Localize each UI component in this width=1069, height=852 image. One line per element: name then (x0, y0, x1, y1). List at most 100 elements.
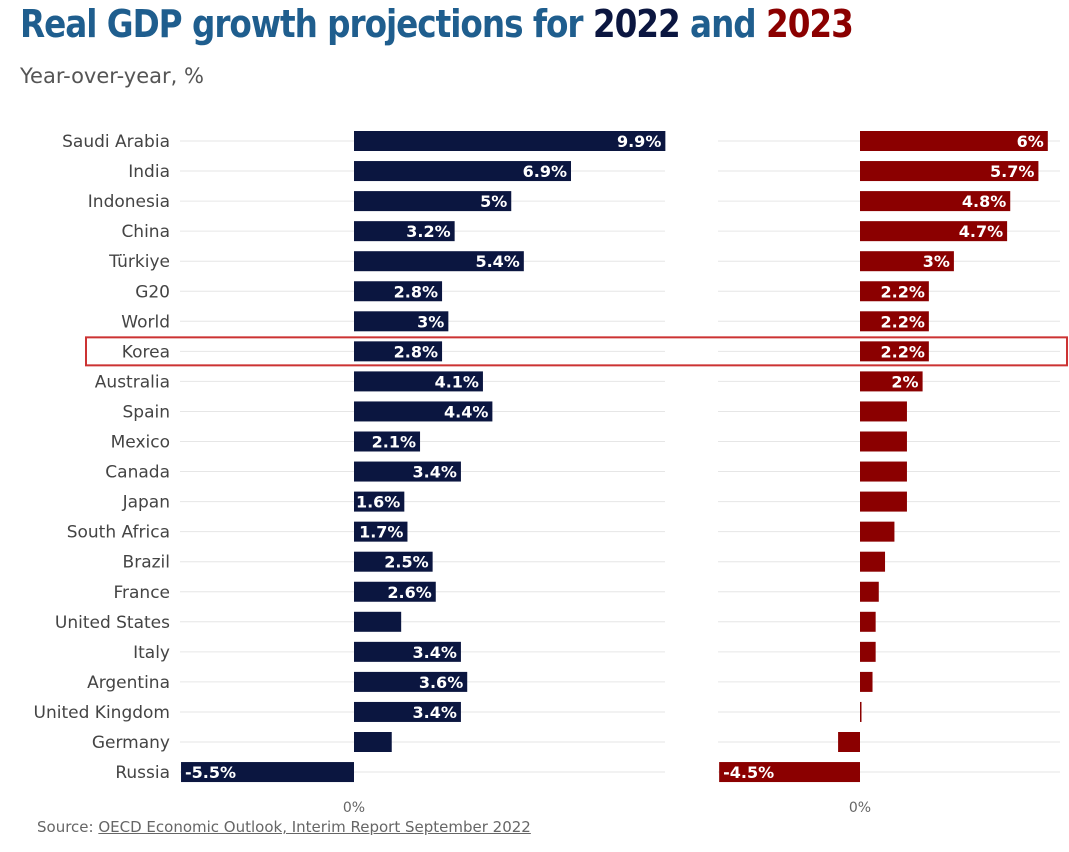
category-label: G20 (135, 282, 170, 302)
title-year-2022: 2022 (592, 2, 681, 46)
zero-tick-label: 0% (343, 800, 365, 816)
bar-2022 (354, 221, 455, 242)
data-label-2022: 3.6% (419, 673, 463, 692)
highlight-box (85, 336, 1068, 367)
bar-2022 (354, 491, 405, 512)
bar-2022 (354, 671, 468, 692)
bar-2022 (354, 131, 666, 151)
category-label: Australia (95, 372, 170, 392)
bar-2023 (860, 311, 929, 332)
category-label: Russia (115, 763, 170, 783)
source-note: Source: OECD Economic Outlook, Interim R… (37, 818, 531, 836)
data-label-2023: 2.2% (880, 312, 924, 331)
category-label: Brazil (123, 553, 170, 573)
source-label: Source: (37, 818, 99, 836)
category-label: United States (55, 613, 170, 633)
bar-2022 (354, 461, 461, 482)
data-label-2023: 5.7% (990, 162, 1034, 181)
bar-2022 (354, 401, 493, 422)
category-label: Indonesia (88, 192, 170, 212)
data-label-2022: 3.4% (413, 463, 457, 482)
chart-title: Real GDP growth projections for 2022 and… (20, 2, 854, 46)
bar-2022 (354, 161, 572, 182)
bar-2023 (860, 611, 876, 632)
data-label-2023: 2% (891, 372, 918, 391)
category-label: Korea (122, 342, 170, 362)
category-label: China (121, 222, 170, 242)
category-label: Japan (122, 493, 170, 513)
bar-2023 (860, 371, 923, 392)
title-prefix: Real GDP growth projections for (20, 2, 593, 46)
category-label: Canada (105, 463, 170, 483)
data-label-2022: 3.4% (413, 703, 457, 722)
data-label-2022: 2.5% (384, 553, 428, 572)
bar-2022 (354, 371, 483, 392)
category-label: World (121, 312, 170, 332)
data-label-2022: 2.1% (372, 433, 416, 452)
bar-2023 (838, 732, 860, 752)
bar-2023 (860, 491, 907, 512)
data-label-2023: 6% (1017, 132, 1044, 151)
bar-2022 (354, 281, 443, 302)
data-label-2022: 2.8% (394, 342, 438, 361)
data-label-2022: 5% (480, 192, 507, 211)
bar-2022 (181, 762, 354, 783)
bar-2022 (354, 311, 449, 332)
bar-2023 (860, 521, 895, 542)
data-label-2023: 4.8% (962, 192, 1006, 211)
chart-subtitle: Year-over-year, % (20, 64, 204, 88)
bar-2023 (719, 762, 860, 783)
bar-2023 (860, 641, 876, 662)
bar-2023 (860, 461, 907, 482)
category-label: Spain (123, 402, 171, 422)
bar-2022 (354, 641, 461, 662)
bar-2022 (354, 701, 461, 722)
bar-2023 (860, 131, 1048, 151)
data-label-2022: 4.1% (435, 372, 479, 391)
bar-2022 (354, 551, 433, 572)
bar-2023 (860, 341, 929, 362)
bar-2023 (860, 281, 929, 302)
bar-2023 (860, 581, 879, 602)
bar-2023 (860, 401, 907, 422)
category-label: South Africa (67, 523, 170, 543)
bar-2022 (354, 611, 402, 632)
bar-2023 (860, 671, 873, 692)
data-label-2022: 4.4% (444, 402, 488, 421)
data-label-2022: 6.9% (523, 162, 567, 181)
data-label-2022: 3.2% (406, 222, 450, 241)
data-label-2023: 3% (923, 252, 950, 271)
data-label-2022: 3.4% (413, 643, 457, 662)
bar-2023 (860, 701, 862, 722)
category-label: Mexico (111, 433, 170, 453)
category-label: India (128, 162, 170, 182)
bar-2022 (354, 431, 421, 452)
data-label-2022: 9.9% (617, 132, 661, 151)
category-label: United Kingdom (34, 703, 170, 723)
data-label-2022: -5.5% (185, 763, 236, 782)
bar-2023 (860, 191, 1011, 212)
zero-tick-label: 0% (849, 800, 871, 816)
title-and: and (679, 2, 767, 46)
bar-2023 (860, 161, 1039, 182)
bar-2022 (354, 581, 436, 602)
category-label: Italy (133, 643, 170, 663)
data-label-2023: 2.2% (880, 282, 924, 301)
bar-2022 (354, 341, 443, 362)
category-label: Germany (92, 733, 170, 753)
data-label-2022: 5.4% (475, 252, 519, 271)
bar-2023 (860, 551, 886, 572)
data-label-2022: 1.6% (356, 493, 400, 512)
bar-2022 (354, 732, 392, 752)
title-year-2023: 2023 (766, 2, 854, 46)
bar-2022 (354, 191, 512, 212)
category-label: France (113, 583, 170, 603)
source-link[interactable]: OECD Economic Outlook, Interim Report Se… (98, 818, 531, 836)
data-label-2022: 1.7% (359, 523, 403, 542)
data-label-2022: 3% (417, 312, 444, 331)
bar-2023 (860, 221, 1008, 242)
data-label-2022: 2.8% (394, 282, 438, 301)
bar-2022 (354, 521, 408, 542)
bar-2023 (860, 431, 907, 452)
